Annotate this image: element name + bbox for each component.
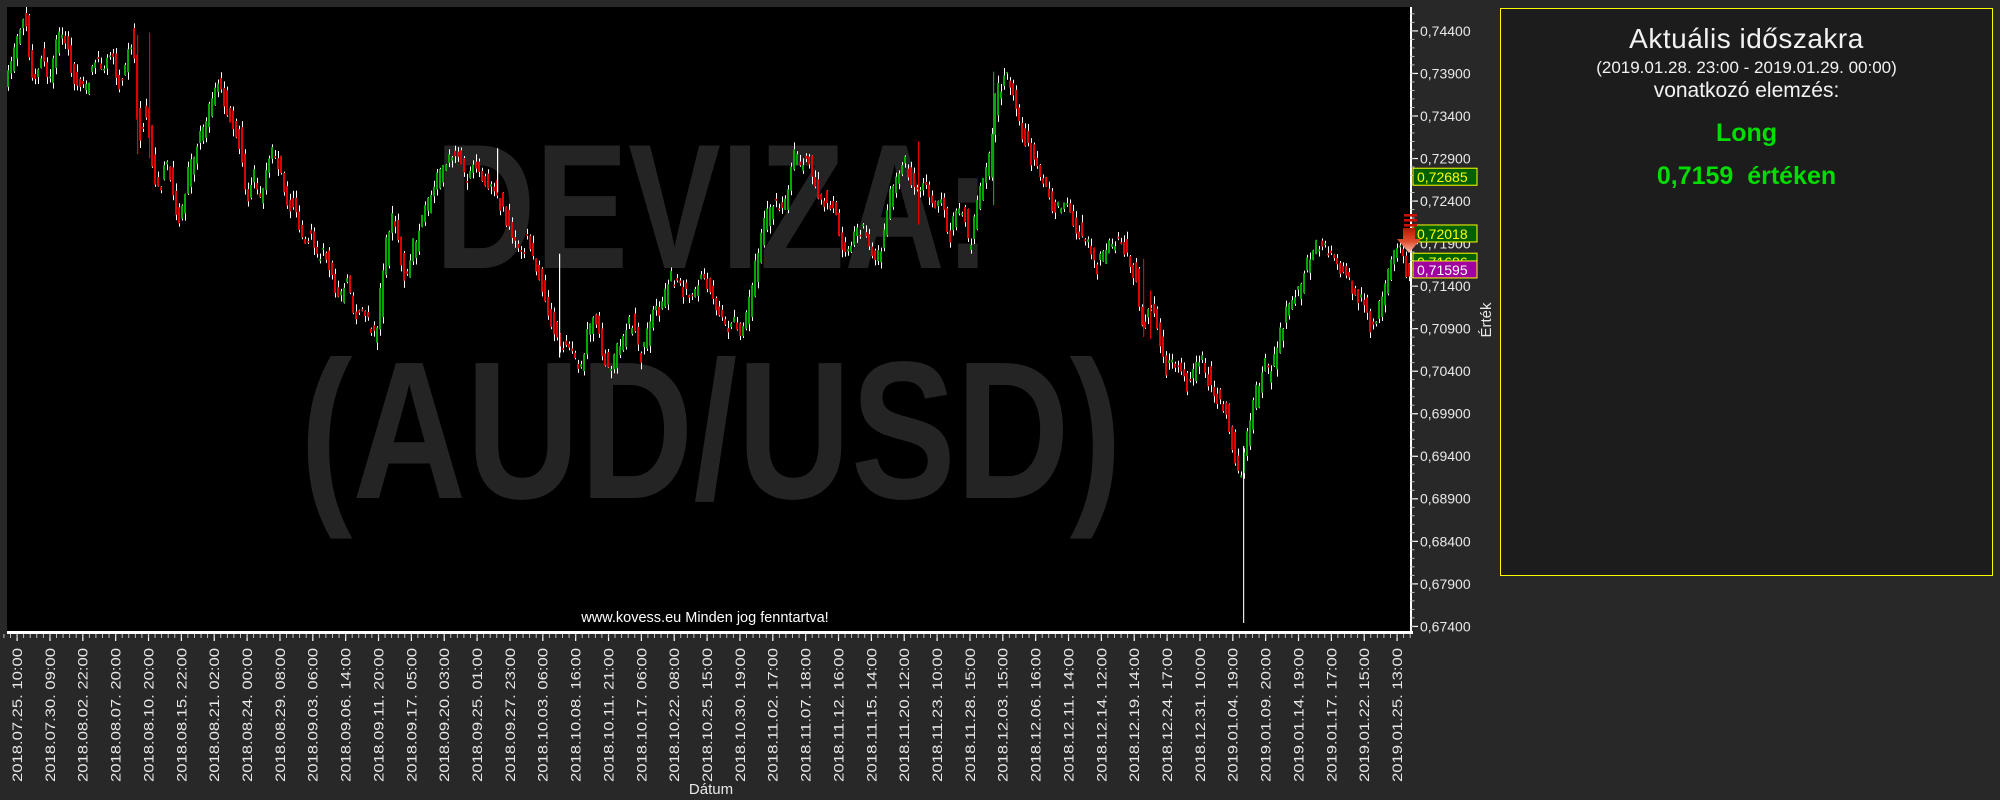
y-tick-label: 0,73400 [1420,108,1471,124]
x-tick-label: 2018.08.02. 22:00 [75,648,91,782]
x-tick-label: 2018.12.06. 16:00 [1028,648,1044,782]
x-tick-label: 2018.12.03. 15:00 [995,648,1011,782]
x-tick-label: 2019.01.04. 19:00 [1225,648,1241,782]
x-tick-label: 2018.11.23. 10:00 [929,648,945,782]
x-tick-label: 2018.12.11. 14:00 [1060,648,1076,782]
x-tick-label: 2018.09.11. 20:00 [370,648,386,782]
y-tick-label: 0,72900 [1420,150,1471,166]
x-tick-label: 2018.09.27. 23:00 [502,648,518,782]
y-tick-label: 0,70900 [1420,321,1471,337]
x-tick-label: 2019.01.14. 19:00 [1290,648,1306,782]
watermark-copyright: www.kovess.eu Minden jog fenntartva! [580,610,828,626]
watermark-symbol: (AUD/USD) [300,321,1122,540]
plot-area [7,7,1411,634]
panel-title: Aktuális időszakra [1629,23,1864,54]
svg-text:0,72018: 0,72018 [1417,226,1468,242]
y-tick-label: 0,67900 [1420,576,1471,592]
y-tick-label: 0,74400 [1420,23,1471,39]
y-tick-label: 0,69400 [1420,448,1471,464]
x-tick-label: 2018.09.03. 06:00 [305,648,321,782]
signal-direction: Long [1715,119,1778,147]
x-tick-label: 2018.11.12. 16:00 [830,648,846,782]
x-tick-label: 2018.12.14. 12:00 [1093,648,1109,782]
menu-lines-icon [1404,214,1417,227]
y-tick-label: 0,67400 [1420,618,1471,634]
x-tick-label: 2019.01.22. 15:00 [1356,648,1372,782]
x-tick-label: 2018.08.24. 00:00 [239,648,255,782]
analysis-panel: Aktuális időszakra (2019.01.28. 23:00 - … [1500,8,1993,576]
x-tick-label: 2018.10.08. 16:00 [568,648,584,782]
y-tick-label: 0,68400 [1420,533,1471,549]
x-tick-label: 2018.10.22. 08:00 [666,648,682,782]
x-tick-label: 2018.10.03. 06:00 [535,648,551,782]
x-axis-ticks: 2018.07.25. 10:00 2018.07.30. 09:00 2018.0… [3,634,1411,782]
x-tick-label: 2018.12.31. 10:00 [1192,648,1208,782]
x-tick-label: 2018.08.07. 20:00 [108,648,124,782]
signal-marker [1397,214,1421,253]
y-tick-label: 0,70400 [1420,363,1471,379]
x-tick-label: 2018.07.25. 10:00 [9,648,25,782]
svg-text:0,71595: 0,71595 [1417,262,1468,278]
spike-wicks-layer [137,32,1245,623]
x-tick-label: 2018.11.07. 18:00 [798,648,814,782]
x-tick-label: 2018.08.15. 22:00 [173,648,189,782]
panel-subtitle: vonatkozó elemzés: [1653,79,1840,102]
x-tick-label: 2018.09.25. 01:00 [469,648,485,782]
x-tick-label: 2018.09.17. 05:00 [403,648,419,782]
candlestick-chart: DEVIZA: (AUD/USD) www.kovess.eu Minden j… [3,7,1495,798]
x-tick-label: 2018.08.29. 08:00 [272,648,288,782]
watermark: DEVIZA: (AUD/USD) www.kovess.eu Minden j… [300,107,1122,626]
x-tick-label: 2018.11.20. 12:00 [896,648,912,782]
x-tick-label: 2019.01.09. 20:00 [1258,648,1274,782]
y-axis-title: Érték [1478,302,1495,338]
price-label: 0,71595 [1412,260,1478,279]
x-tick-label: 2018.11.02. 17:00 [765,648,781,782]
x-tick-label: 2018.12.19. 14:00 [1126,648,1142,782]
x-tick-label: 2018.08.10. 20:00 [140,648,156,782]
x-tick-label: 2018.10.30. 19:00 [732,648,748,782]
x-tick-label: 2018.07.30. 09:00 [42,648,58,782]
x-tick-label: 2018.09.06. 14:00 [338,648,354,782]
x-tick-label: 2018.11.28. 15:00 [962,648,978,782]
panel-period: (2019.01.28. 23:00 - 2019.01.29. 00:00) [1596,58,1897,77]
x-tick-label: 2018.10.25. 15:00 [699,648,715,782]
svg-text:0,72685: 0,72685 [1417,169,1468,185]
y-tick-label: 0,72400 [1420,193,1471,209]
x-tick-label: 2018.10.11. 21:00 [600,648,616,782]
x-tick-label: 2018.11.15. 14:00 [863,648,879,782]
x-tick-label: 2018.12.24. 17:00 [1159,648,1175,782]
y-axis-ticks: 0,744000,739000,734000,729000,724000,719… [1410,13,1471,634]
y-tick-label: 0,71400 [1420,278,1471,294]
y-tick-label: 0,68900 [1420,491,1471,507]
price-label: 0,72685 [1412,167,1478,186]
x-tick-label: 2018.10.17. 06:00 [633,648,649,782]
down-arrow-icon [1397,228,1421,253]
x-tick-label: 2018.08.21. 02:00 [206,648,222,782]
price-label: 0,72018 [1412,224,1478,243]
x-tick-label: 2018.09.20. 03:00 [436,648,452,782]
watermark-symbol-prefix: DEVIZA: [435,107,991,306]
candles-layer [7,7,1410,479]
x-axis-title: Dátum [689,781,733,798]
y-tick-label: 0,73900 [1420,65,1471,81]
y-tick-label: 0,69900 [1420,406,1471,422]
x-tick-label: 2019.01.17. 17:00 [1323,648,1339,782]
x-tick-label: 2019.01.25. 13:00 [1389,648,1405,782]
signal-price: 0,7159 értéken [1656,162,1837,190]
x-axis-line [7,631,1413,634]
